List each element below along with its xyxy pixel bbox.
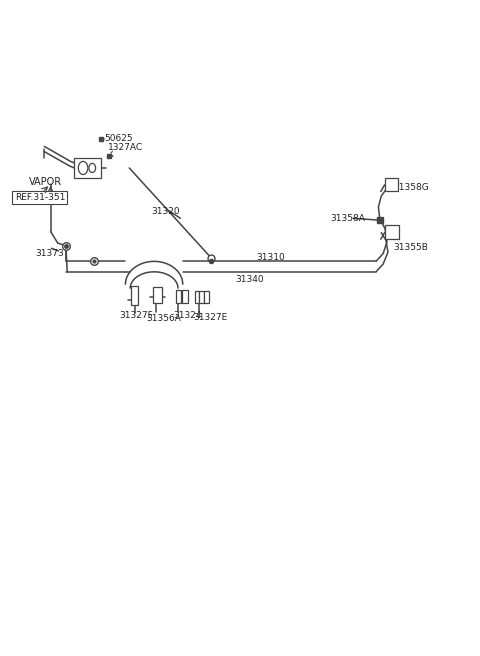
Bar <box>195 291 199 303</box>
Bar <box>176 290 181 303</box>
Text: 1327AC: 1327AC <box>108 142 144 152</box>
Text: VAPOR: VAPOR <box>29 176 62 187</box>
Text: 31327E: 31327E <box>193 313 228 322</box>
Text: 31340: 31340 <box>235 274 264 283</box>
Text: 31324: 31324 <box>173 311 202 320</box>
Bar <box>182 290 188 303</box>
Bar <box>131 285 138 305</box>
Bar <box>384 225 399 239</box>
Text: 31355B: 31355B <box>394 243 429 251</box>
Text: 31356A: 31356A <box>146 314 181 323</box>
Text: 31320: 31320 <box>152 207 180 216</box>
Text: 31327F: 31327F <box>120 311 154 320</box>
Bar <box>153 287 162 303</box>
Bar <box>384 178 398 192</box>
Bar <box>74 158 101 178</box>
Text: REF.31-351: REF.31-351 <box>15 193 65 202</box>
Bar <box>199 291 204 303</box>
Text: 31358A: 31358A <box>331 215 366 224</box>
Bar <box>204 291 208 303</box>
Text: 50625: 50625 <box>105 134 133 143</box>
Text: 31310: 31310 <box>257 253 286 262</box>
Text: 31358G: 31358G <box>394 183 430 192</box>
Text: 31373: 31373 <box>35 249 63 258</box>
